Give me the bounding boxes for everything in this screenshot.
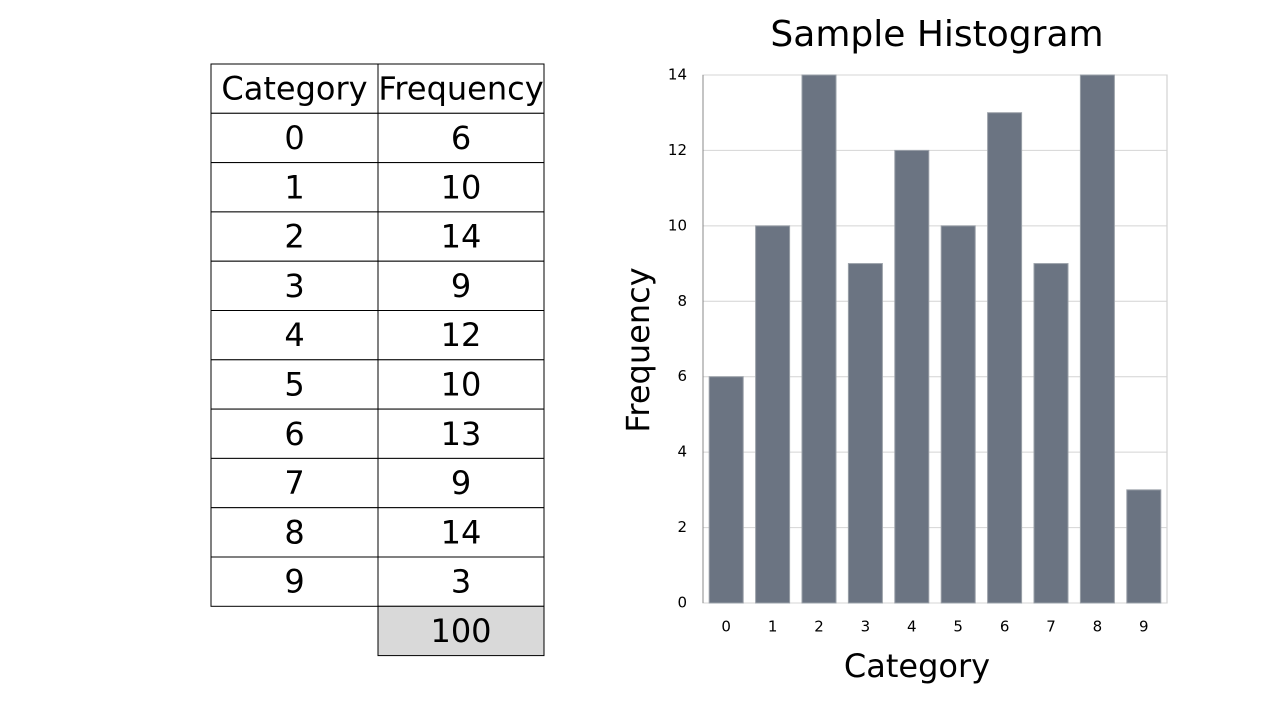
cell-text: 6 — [284, 415, 304, 453]
cell-text: 9 — [451, 267, 471, 305]
y-tick-label: 8 — [677, 292, 687, 310]
x-tick-label: 5 — [953, 618, 963, 636]
x-axis-label: Category — [844, 647, 990, 685]
table-cell — [210, 310, 379, 361]
table-cell — [377, 408, 545, 459]
table-cell — [377, 310, 545, 361]
table-cell — [377, 556, 545, 607]
header-text: Frequency — [378, 70, 543, 108]
table-cell — [377, 162, 545, 213]
x-tick-label: 1 — [768, 618, 778, 636]
header-text: Category — [221, 70, 367, 108]
cell-text: 1 — [284, 168, 304, 206]
bar — [801, 74, 837, 604]
bar — [708, 376, 744, 604]
x-tick-label: 9 — [1139, 618, 1149, 636]
cell-text: 4 — [284, 316, 304, 354]
y-tick-label: 12 — [668, 141, 687, 159]
bar — [894, 149, 930, 604]
table-cell — [377, 112, 545, 164]
header-cell — [377, 63, 545, 114]
cell-text: 5 — [284, 365, 304, 403]
cell-text: 13 — [441, 415, 482, 453]
cell-text: 6 — [451, 119, 471, 157]
bar — [1079, 74, 1115, 604]
cell-text: 12 — [441, 316, 482, 354]
cell-text: 7 — [284, 464, 304, 502]
y-tick-label: 14 — [668, 66, 687, 84]
x-tick-label: 4 — [907, 618, 917, 636]
bar — [987, 112, 1023, 604]
cell-text: 2 — [284, 218, 304, 256]
total-cell — [377, 605, 545, 657]
cell-text: 3 — [451, 563, 471, 601]
y-tick-label: 6 — [677, 367, 687, 385]
x-tick-label: 6 — [1000, 618, 1010, 636]
x-tick-label: 7 — [1046, 618, 1056, 636]
bar — [940, 225, 976, 604]
y-axis-label: Frequency — [619, 267, 657, 432]
cell-text: 9 — [284, 563, 304, 601]
table-cell — [377, 211, 545, 262]
total-text: 100 — [430, 612, 491, 650]
y-tick-label: 10 — [668, 216, 687, 234]
bar — [847, 263, 883, 604]
table-cell — [377, 457, 545, 509]
bar — [1033, 263, 1069, 604]
x-tick-label: 2 — [814, 618, 824, 636]
table-cell — [377, 260, 545, 312]
cell-text: 0 — [284, 119, 304, 157]
y-tick-label: 4 — [677, 443, 687, 461]
cell-text: 10 — [441, 365, 482, 403]
table-cell — [210, 359, 379, 410]
x-tick-label: 3 — [861, 618, 871, 636]
table-cell — [210, 457, 379, 509]
table-cell — [377, 507, 545, 558]
table-cell — [210, 260, 379, 312]
cell-text: 3 — [284, 267, 304, 305]
table-cell — [377, 359, 545, 410]
y-tick-label: 0 — [677, 594, 687, 612]
cell-text: 10 — [441, 168, 482, 206]
table-cell — [210, 408, 379, 459]
cell-text: 8 — [284, 513, 304, 551]
table-cell — [210, 211, 379, 262]
x-tick-label: 8 — [1093, 618, 1103, 636]
bar — [755, 225, 791, 604]
cell-text: 14 — [441, 513, 482, 551]
cell-text: 9 — [451, 464, 471, 502]
x-tick-label: 0 — [721, 618, 731, 636]
chart-title: Sample Histogram — [770, 14, 1103, 55]
bar — [1126, 489, 1162, 604]
y-tick-label: 2 — [677, 518, 687, 536]
cell-text: 14 — [441, 218, 482, 256]
table-cell — [210, 556, 379, 607]
